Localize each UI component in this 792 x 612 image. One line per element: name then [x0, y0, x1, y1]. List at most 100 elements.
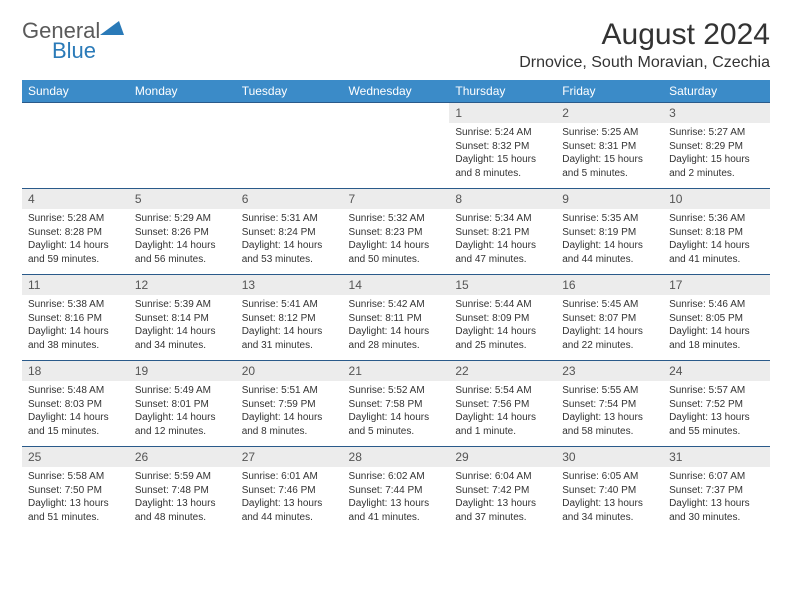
daylight-text: Daylight: 13 hours and 51 minutes. [28, 497, 123, 524]
page-header: GeneralBlue August 2024 Drnovice, South … [22, 18, 770, 72]
day-number [343, 103, 450, 109]
sunset-text: Sunset: 8:03 PM [28, 398, 123, 412]
calendar-day-cell: 18Sunrise: 5:48 AMSunset: 8:03 PMDayligh… [22, 361, 129, 447]
calendar-week-row: 1Sunrise: 5:24 AMSunset: 8:32 PMDaylight… [22, 103, 770, 189]
calendar-day-cell: 28Sunrise: 6:02 AMSunset: 7:44 PMDayligh… [343, 447, 450, 533]
calendar-day-cell: 2Sunrise: 5:25 AMSunset: 8:31 PMDaylight… [556, 103, 663, 189]
sunrise-text: Sunrise: 5:27 AM [669, 126, 764, 140]
day-header: Wednesday [343, 80, 450, 103]
calendar-day-cell: 17Sunrise: 5:46 AMSunset: 8:05 PMDayligh… [663, 275, 770, 361]
day-header-row: Sunday Monday Tuesday Wednesday Thursday… [22, 80, 770, 103]
sunset-text: Sunset: 8:18 PM [669, 226, 764, 240]
calendar-week-row: 18Sunrise: 5:48 AMSunset: 8:03 PMDayligh… [22, 361, 770, 447]
day-header: Tuesday [236, 80, 343, 103]
sunrise-text: Sunrise: 5:45 AM [562, 298, 657, 312]
day-number: 8 [449, 189, 556, 209]
sunset-text: Sunset: 7:52 PM [669, 398, 764, 412]
day-details: Sunrise: 5:39 AMSunset: 8:14 PMDaylight:… [129, 295, 236, 356]
sunset-text: Sunset: 7:50 PM [28, 484, 123, 498]
day-details: Sunrise: 5:34 AMSunset: 8:21 PMDaylight:… [449, 209, 556, 270]
day-number: 13 [236, 275, 343, 295]
calendar-day-cell: 25Sunrise: 5:58 AMSunset: 7:50 PMDayligh… [22, 447, 129, 533]
daylight-text: Daylight: 14 hours and 22 minutes. [562, 325, 657, 352]
daylight-text: Daylight: 14 hours and 34 minutes. [135, 325, 230, 352]
sunrise-text: Sunrise: 5:44 AM [455, 298, 550, 312]
sunset-text: Sunset: 8:31 PM [562, 140, 657, 154]
daylight-text: Daylight: 13 hours and 34 minutes. [562, 497, 657, 524]
day-number: 12 [129, 275, 236, 295]
sunrise-text: Sunrise: 5:35 AM [562, 212, 657, 226]
calendar-week-row: 25Sunrise: 5:58 AMSunset: 7:50 PMDayligh… [22, 447, 770, 533]
day-details: Sunrise: 5:51 AMSunset: 7:59 PMDaylight:… [236, 381, 343, 442]
calendar-day-cell: 27Sunrise: 6:01 AMSunset: 7:46 PMDayligh… [236, 447, 343, 533]
daylight-text: Daylight: 14 hours and 31 minutes. [242, 325, 337, 352]
calendar-day-cell: 3Sunrise: 5:27 AMSunset: 8:29 PMDaylight… [663, 103, 770, 189]
day-details: Sunrise: 5:31 AMSunset: 8:24 PMDaylight:… [236, 209, 343, 270]
calendar-day-cell: 26 Sunrise: 5:59 AMSunset: 7:48 PMDayligh… [129, 447, 236, 533]
day-number: 20 [236, 361, 343, 381]
daylight-text: Daylight: 14 hours and 18 minutes. [669, 325, 764, 352]
calendar-table: Sunday Monday Tuesday Wednesday Thursday… [22, 80, 770, 533]
sunrise-text: Sunrise: 5:29 AM [135, 212, 230, 226]
calendar-day-cell: 8Sunrise: 5:34 AMSunset: 8:21 PMDaylight… [449, 189, 556, 275]
day-details: Sunrise: 6:05 AMSunset: 7:40 PMDaylight:… [556, 467, 663, 528]
sunrise-text: Sunrise: 5:51 AM [242, 384, 337, 398]
calendar-day-cell: 20Sunrise: 5:51 AMSunset: 7:59 PMDayligh… [236, 361, 343, 447]
day-number: 26 [129, 447, 236, 467]
calendar-day-cell: 30Sunrise: 6:05 AMSunset: 7:40 PMDayligh… [556, 447, 663, 533]
month-title: August 2024 [519, 18, 770, 52]
day-number [22, 103, 129, 109]
day-details: Sunrise: 5:45 AMSunset: 8:07 PMDaylight:… [556, 295, 663, 356]
day-number: 14 [343, 275, 450, 295]
calendar-day-cell [129, 103, 236, 189]
sunset-text: Sunset: 7:42 PM [455, 484, 550, 498]
sunset-text: Sunset: 7:46 PM [242, 484, 337, 498]
calendar-day-cell: 15Sunrise: 5:44 AMSunset: 8:09 PMDayligh… [449, 275, 556, 361]
sunrise-text: Sunrise: 5:28 AM [28, 212, 123, 226]
daylight-text: Daylight: 14 hours and 47 minutes. [455, 239, 550, 266]
sunset-text: Sunset: 7:48 PM [135, 484, 230, 498]
sunset-text: Sunset: 8:24 PM [242, 226, 337, 240]
sunrise-text: Sunrise: 6:02 AM [349, 470, 444, 484]
day-number: 3 [663, 103, 770, 123]
sunrise-text: Sunrise: 6:04 AM [455, 470, 550, 484]
day-details: Sunrise: 6:02 AMSunset: 7:44 PMDaylight:… [343, 467, 450, 528]
sunrise-text: Sunrise: 5:58 AM [28, 470, 123, 484]
sunset-text: Sunset: 8:29 PM [669, 140, 764, 154]
calendar-day-cell: 4Sunrise: 5:28 AMSunset: 8:28 PMDaylight… [22, 189, 129, 275]
day-number: 15 [449, 275, 556, 295]
daylight-text: Daylight: 14 hours and 1 minute. [455, 411, 550, 438]
daylight-text: Daylight: 13 hours and 48 minutes. [135, 497, 230, 524]
sunset-text: Sunset: 7:44 PM [349, 484, 444, 498]
sunrise-text: Sunrise: 5:36 AM [669, 212, 764, 226]
sunset-text: Sunset: 8:14 PM [135, 312, 230, 326]
day-details: Sunrise: 5:36 AMSunset: 8:18 PMDaylight:… [663, 209, 770, 270]
daylight-text: Daylight: 13 hours and 44 minutes. [242, 497, 337, 524]
day-number [236, 103, 343, 109]
daylight-text: Daylight: 15 hours and 5 minutes. [562, 153, 657, 180]
daylight-text: Daylight: 14 hours and 53 minutes. [242, 239, 337, 266]
sunset-text: Sunset: 8:09 PM [455, 312, 550, 326]
sunset-text: Sunset: 8:26 PM [135, 226, 230, 240]
calendar-day-cell: 5Sunrise: 5:29 AMSunset: 8:26 PMDaylight… [129, 189, 236, 275]
day-header: Thursday [449, 80, 556, 103]
daylight-text: Daylight: 13 hours and 41 minutes. [349, 497, 444, 524]
day-number: 27 [236, 447, 343, 467]
sunrise-text: Sunrise: 6:07 AM [669, 470, 764, 484]
day-number: 10 [663, 189, 770, 209]
day-details: Sunrise: 5:32 AMSunset: 8:23 PMDaylight:… [343, 209, 450, 270]
sunset-text: Sunset: 8:16 PM [28, 312, 123, 326]
calendar-day-cell: 21Sunrise: 5:52 AMSunset: 7:58 PMDayligh… [343, 361, 450, 447]
sunset-text: Sunset: 7:54 PM [562, 398, 657, 412]
brand-triangle-icon [100, 21, 124, 35]
daylight-text: Daylight: 14 hours and 50 minutes. [349, 239, 444, 266]
sunset-text: Sunset: 7:58 PM [349, 398, 444, 412]
day-number: 19 [129, 361, 236, 381]
daylight-text: Daylight: 14 hours and 8 minutes. [242, 411, 337, 438]
sunset-text: Sunset: 8:32 PM [455, 140, 550, 154]
sunrise-text: Sunrise: 5:42 AM [349, 298, 444, 312]
calendar-day-cell [343, 103, 450, 189]
sunrise-text: Sunrise: 5:38 AM [28, 298, 123, 312]
sunrise-text: Sunrise: 5:59 AM [135, 470, 230, 484]
calendar-day-cell: 13Sunrise: 5:41 AMSunset: 8:12 PMDayligh… [236, 275, 343, 361]
